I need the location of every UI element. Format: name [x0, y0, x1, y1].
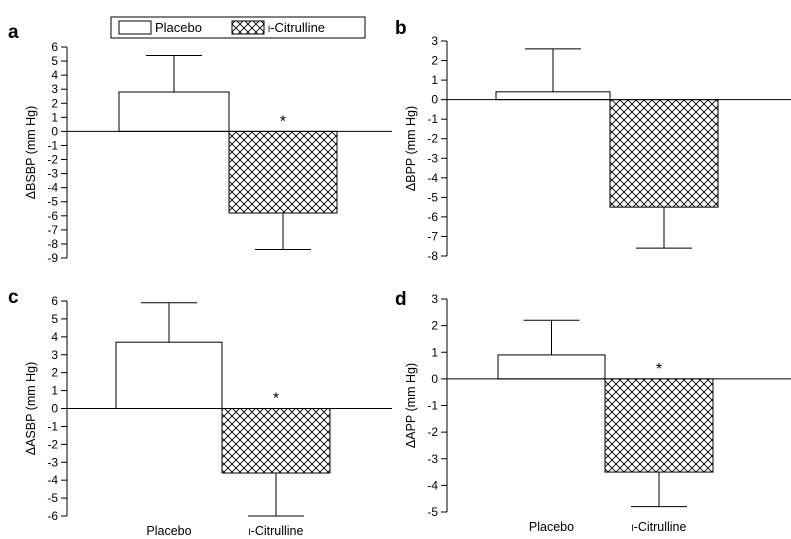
y-tick-label: -5 — [47, 491, 58, 505]
bar-citrulline — [604, 378, 714, 473]
y-tick-label: -2 — [427, 132, 438, 146]
significance-star: * — [273, 391, 279, 408]
y-tick-label: 6 — [51, 40, 58, 54]
y-tick-label: 0 — [51, 124, 58, 138]
bar-placebo — [497, 354, 606, 380]
bar-placebo — [495, 91, 611, 101]
category-label-smallcap: l — [632, 523, 634, 534]
y-tick-label: 2 — [431, 319, 438, 333]
y-axis-label: ΔBSBP (mm Hg) — [24, 106, 38, 200]
bar-citrulline — [228, 130, 338, 214]
y-tick-label: -1 — [47, 419, 58, 433]
panel-c: c 6 5 4 3 2 1 0 -1 -2 -3 -4 -5 -6 ΔASBP (mm Hg) Placebo… — [8, 287, 392, 538]
y-tick-label: -3 — [47, 167, 58, 181]
panel-label: a — [8, 22, 19, 43]
y-tick-label: 0 — [431, 372, 438, 386]
y-tick-label: 1 — [51, 110, 58, 124]
y-tick-label: -4 — [427, 478, 438, 492]
y-tick-label: 3 — [51, 82, 58, 96]
y-tick-label: 1 — [431, 345, 438, 359]
y-tick-label: -4 — [47, 473, 58, 487]
y-axis-label: ΔBPP (mm Hg) — [404, 106, 418, 191]
y-tick-label: -9 — [47, 251, 58, 265]
y-tick-label: 4 — [51, 330, 58, 344]
y-tick-label: -3 — [47, 455, 58, 469]
y-tick-label: 3 — [51, 348, 58, 362]
y-tick-label: 5 — [51, 54, 58, 68]
category-label-rest: -Citrulline — [251, 524, 304, 538]
y-tick-label: -3 — [427, 452, 438, 466]
category-label: Placebo — [146, 524, 191, 538]
panel-label: d — [395, 289, 407, 310]
y-tick-label: -1 — [427, 399, 438, 413]
legend-label-placebo: Placebo — [155, 20, 202, 35]
y-tick-label: -5 — [427, 505, 438, 519]
y-tick-label: 1 — [431, 73, 438, 87]
y-tick-label: -4 — [47, 181, 58, 195]
y-tick-label: -7 — [47, 223, 58, 237]
y-tick-label: 3 — [431, 292, 438, 306]
y-tick-label: 0 — [431, 93, 438, 107]
y-tick-label: -8 — [47, 237, 58, 251]
bar-citrulline — [221, 408, 331, 474]
significance-star: * — [656, 361, 662, 378]
y-tick-label: -1 — [47, 138, 58, 152]
y-tick-label: -5 — [47, 195, 58, 209]
legend-label-citrulline-rest: -Citrulline — [270, 20, 325, 35]
panel-label: b — [395, 18, 407, 39]
y-tick-label: 4 — [51, 68, 58, 82]
category-label: l-Citrulline — [632, 520, 687, 534]
y-tick-label: 0 — [51, 402, 58, 416]
y-tick-label: 2 — [431, 54, 438, 68]
y-tick-label: 1 — [51, 384, 58, 398]
y-tick-label: -8 — [427, 249, 438, 263]
y-tick-label: -5 — [427, 190, 438, 204]
y-tick-label: 2 — [51, 366, 58, 380]
bar-placebo — [118, 91, 230, 132]
category-label-smallcap: l — [249, 527, 251, 538]
y-tick-label: -2 — [427, 425, 438, 439]
category-label: l-Citrulline — [249, 524, 304, 538]
legend-swatch-citrulline — [231, 20, 265, 35]
category-label-rest: -Citrulline — [634, 520, 687, 534]
panel-b: b 3 2 1 0 -1 -2 -3 -4 -5 -6 -7 -8 ΔBPP (mm Hg) — [395, 18, 791, 263]
y-axis-label: ΔASBP (mm Hg) — [24, 362, 38, 456]
y-tick-label: 2 — [51, 96, 58, 110]
y-tick-label: -2 — [47, 153, 58, 167]
y-axis-label: ΔAPP (mm Hg) — [404, 363, 418, 448]
y-tick-label: 6 — [51, 294, 58, 308]
legend-label-citrulline-smallcap: l — [268, 24, 270, 35]
y-tick-label: -2 — [47, 437, 58, 451]
y-tick-label: -4 — [427, 171, 438, 185]
legend-label-citrulline: l-Citrulline — [268, 20, 325, 35]
y-tick-label: -3 — [427, 151, 438, 165]
significance-star: * — [280, 113, 286, 130]
y-tick-label: -6 — [47, 509, 58, 523]
panel-d: d 3 2 1 0 -1 -2 -3 -4 -5 ΔAPP (mm Hg) Placebo * l-Cit… — [395, 289, 791, 534]
y-tick-label: -1 — [427, 112, 438, 126]
y-tick-label: -6 — [427, 210, 438, 224]
legend-swatch-placebo — [118, 20, 152, 35]
legend: Placebo l-Citrulline — [110, 16, 366, 39]
bar-placebo — [115, 341, 223, 410]
y-tick-label: -7 — [427, 229, 438, 243]
y-tick-label: 5 — [51, 312, 58, 326]
y-tick-label: 3 — [431, 34, 438, 48]
panel-label: c — [8, 287, 19, 308]
category-label: Placebo — [529, 520, 574, 534]
y-tick-label: -6 — [47, 209, 58, 223]
bar-citrulline — [609, 99, 719, 208]
